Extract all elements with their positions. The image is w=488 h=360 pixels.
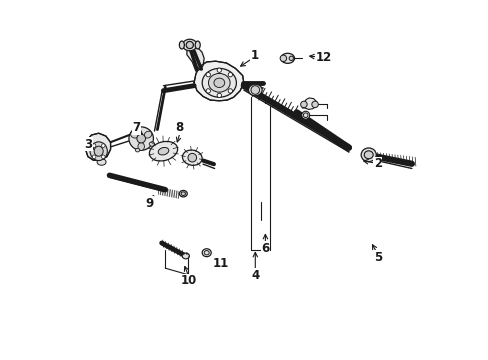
Text: 8: 8 [175, 121, 183, 134]
Text: 12: 12 [315, 51, 331, 64]
Ellipse shape [182, 150, 202, 165]
Text: 10: 10 [180, 274, 197, 287]
Ellipse shape [280, 55, 286, 62]
Ellipse shape [361, 148, 375, 162]
Circle shape [205, 89, 210, 93]
Ellipse shape [90, 142, 107, 161]
Ellipse shape [248, 84, 262, 96]
Circle shape [217, 93, 221, 98]
Circle shape [137, 134, 145, 143]
Ellipse shape [179, 41, 184, 49]
Polygon shape [186, 47, 204, 71]
Ellipse shape [202, 249, 211, 257]
Ellipse shape [301, 111, 309, 119]
Text: 9: 9 [144, 197, 153, 210]
Ellipse shape [182, 39, 197, 51]
Text: 3: 3 [83, 138, 92, 150]
Ellipse shape [138, 143, 144, 150]
Ellipse shape [158, 148, 168, 155]
Ellipse shape [181, 192, 185, 195]
Ellipse shape [149, 142, 154, 146]
Circle shape [102, 155, 105, 159]
Circle shape [92, 144, 96, 147]
Ellipse shape [129, 127, 153, 150]
Ellipse shape [97, 159, 106, 165]
Circle shape [205, 73, 210, 77]
Text: 11: 11 [213, 257, 229, 270]
Circle shape [250, 86, 259, 94]
Ellipse shape [149, 141, 177, 161]
Ellipse shape [182, 253, 189, 259]
Text: 6: 6 [261, 242, 269, 255]
Ellipse shape [130, 131, 138, 138]
Circle shape [228, 73, 232, 77]
Text: 1: 1 [250, 49, 258, 62]
Ellipse shape [195, 41, 200, 49]
Ellipse shape [144, 131, 151, 138]
Circle shape [217, 68, 221, 72]
Ellipse shape [208, 73, 230, 92]
Circle shape [228, 89, 232, 93]
Ellipse shape [94, 146, 103, 156]
Ellipse shape [280, 53, 294, 63]
Ellipse shape [202, 68, 236, 97]
Ellipse shape [288, 56, 293, 60]
Ellipse shape [204, 251, 209, 255]
Polygon shape [302, 98, 316, 109]
Ellipse shape [364, 151, 372, 159]
Circle shape [186, 41, 193, 49]
Circle shape [300, 101, 306, 108]
Text: 7: 7 [132, 121, 140, 134]
Text: 4: 4 [251, 269, 259, 282]
Circle shape [311, 101, 318, 108]
Polygon shape [194, 61, 244, 101]
Ellipse shape [135, 148, 140, 152]
Ellipse shape [213, 78, 224, 87]
Circle shape [187, 153, 196, 162]
Ellipse shape [179, 190, 187, 197]
Text: 5: 5 [373, 251, 381, 264]
Circle shape [102, 144, 105, 147]
Text: 2: 2 [373, 157, 381, 170]
Polygon shape [86, 133, 110, 160]
Ellipse shape [303, 113, 307, 117]
Circle shape [92, 155, 96, 159]
